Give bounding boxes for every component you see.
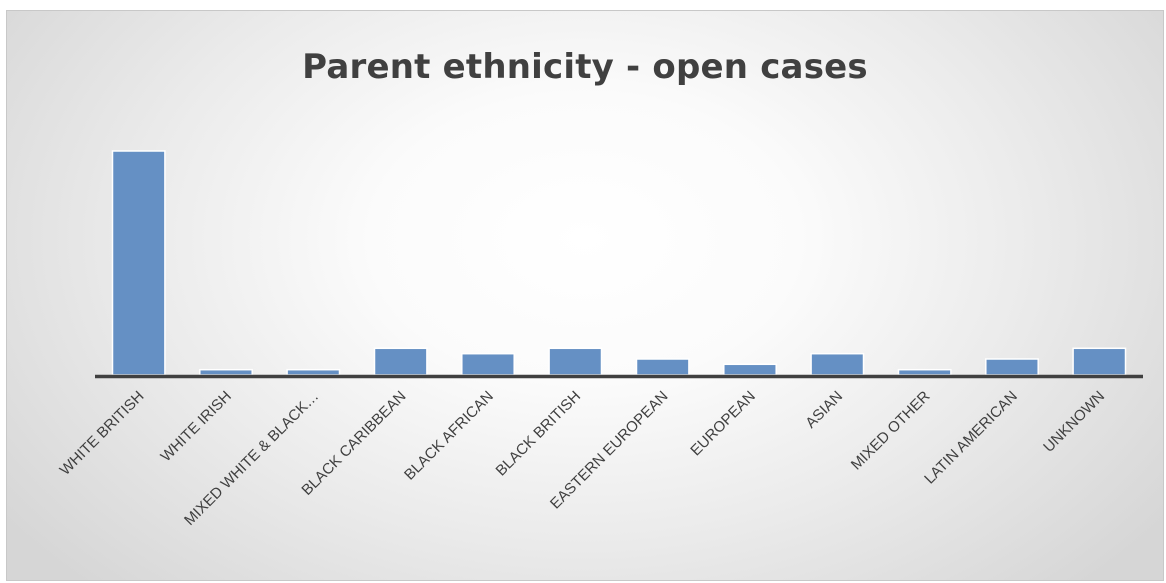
- bar-5: [548, 347, 603, 376]
- x-tick-label: BLACK AFRICAN: [401, 388, 497, 484]
- x-tick-label: UNKNOWN: [1040, 388, 1108, 456]
- x-tick-label: BLACK BRITISH: [493, 388, 585, 480]
- bars-group: [111, 150, 1127, 376]
- chart-title: Parent ethnicity - open cases: [302, 47, 868, 87]
- bar-6: [635, 358, 690, 376]
- x-tick-label: WHITE IRISH: [157, 388, 234, 465]
- bar-4: [461, 352, 515, 376]
- bar-10: [985, 358, 1039, 376]
- bar-0: [111, 150, 166, 376]
- x-tick-label: ASIAN: [802, 388, 846, 432]
- bar-8: [810, 352, 865, 376]
- x-tick-label: LATIN AMERICAN: [921, 388, 1021, 488]
- bar-11: [1072, 347, 1127, 376]
- chart-area: Parent ethnicity - open cases WHITE BRIT…: [6, 10, 1164, 581]
- bar-7: [723, 363, 777, 376]
- x-tick-label: WHITE BRITISH: [57, 388, 148, 479]
- x-tick-label: EUROPEAN: [687, 388, 759, 460]
- bar-9: [897, 368, 952, 376]
- bar-3: [373, 347, 428, 376]
- bar-2: [286, 368, 341, 376]
- x-tick-label: MIXED OTHER: [848, 388, 934, 474]
- bar-1: [199, 368, 253, 376]
